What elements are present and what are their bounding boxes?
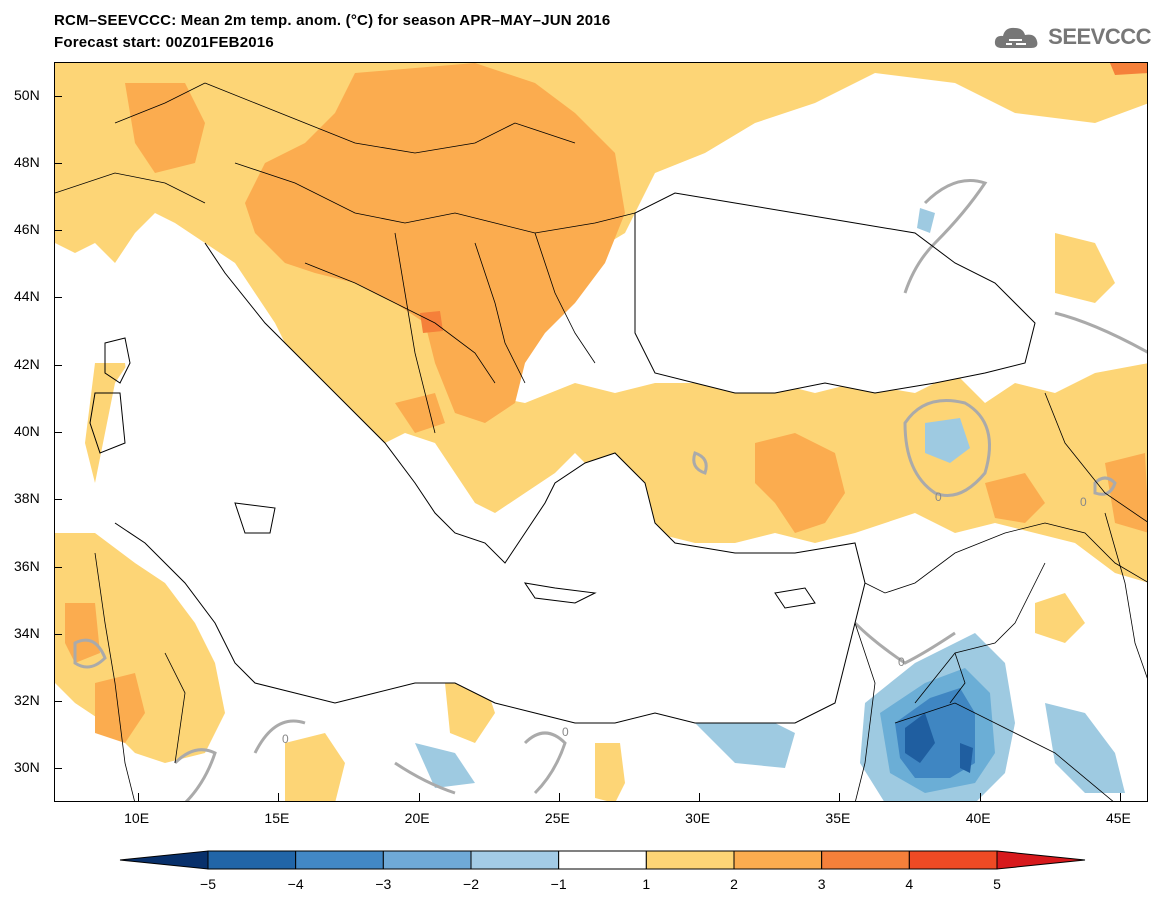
lat-tick-mark — [54, 768, 62, 770]
colorbar-segment — [382, 850, 472, 870]
lon-tick-mark — [839, 793, 841, 801]
lat-tick-mark — [54, 499, 62, 501]
colorbar-tick-label: 4 — [905, 876, 914, 892]
sea-areas — [95, 193, 1035, 723]
lon-tick-label: 15E — [264, 810, 290, 826]
colorbar-tick-label: −1 — [550, 876, 567, 892]
lat-tick-mark — [54, 230, 62, 232]
lon-tick-label: 40E — [965, 810, 991, 826]
lon-tick-mark — [699, 793, 701, 801]
colorbar-tick-label: −5 — [200, 876, 216, 892]
colorbar-tick-label: 5 — [993, 876, 1001, 892]
colorbar-tick-label: −4 — [287, 876, 304, 892]
colorbar-tick-label: 1 — [642, 876, 651, 892]
lon-tick-mark — [1119, 793, 1121, 801]
contour-value-label: 0 — [282, 732, 289, 746]
contour-value-label: 0 — [562, 725, 569, 739]
lat-tick-label: 44N — [14, 288, 40, 305]
cool-anomaly — [415, 208, 1125, 801]
colorbar-segment — [821, 850, 910, 870]
lon-tick-mark — [418, 793, 420, 801]
colorbar-arrow-high — [996, 850, 1086, 870]
lon-tick-label: 25E — [544, 810, 570, 826]
colorbar-tick-label: 3 — [817, 876, 826, 892]
lat-tick-label: 32N — [14, 692, 40, 709]
lon-tick-label: 45E — [1105, 810, 1131, 826]
lat-tick-mark — [54, 701, 62, 703]
lon-tick-mark — [558, 793, 560, 801]
lat-tick-mark — [54, 297, 62, 299]
colorbar-arrow-low — [119, 850, 209, 870]
lat-tick-mark — [54, 364, 62, 366]
colorbar-segment — [908, 850, 998, 870]
lat-tick-mark — [54, 432, 62, 433]
lat-tick-label: 30N — [14, 759, 40, 776]
lat-tick-label: 40N — [14, 423, 40, 439]
map-panel — [54, 62, 1148, 802]
lon-tick-label: 35E — [825, 810, 851, 826]
colorbar-segment — [733, 850, 823, 870]
contour-value-label: 0 — [935, 490, 942, 504]
lat-tick-label: 50N — [14, 86, 40, 103]
cloud-icon — [995, 27, 1038, 48]
colorbar-tick-label: 2 — [730, 876, 738, 892]
anomaly-map — [55, 63, 1147, 801]
lon-tick-mark — [979, 793, 981, 801]
colorbar-tick-label: −3 — [375, 876, 392, 892]
colorbar-segment — [207, 850, 297, 870]
lon-tick-label: 30E — [685, 810, 711, 826]
lat-tick-label: 38N — [14, 490, 40, 507]
logo: SEEVCCC — [992, 22, 1151, 52]
zero-contours — [73, 179, 1147, 801]
country-borders — [55, 82, 1147, 801]
lat-tick-mark — [54, 566, 62, 568]
colorbar-segment — [295, 850, 384, 870]
lon-tick-mark — [138, 793, 140, 801]
lat-tick-label: 42N — [14, 355, 40, 372]
colorbar-segment — [470, 850, 560, 870]
lat-tick-mark — [54, 95, 62, 97]
lat-tick-label: 34N — [14, 624, 40, 641]
lat-tick-mark — [54, 633, 62, 635]
lat-tick-label: 48N — [14, 153, 40, 170]
warm-anomaly-3-4 — [420, 63, 1147, 333]
lat-tick-label: 46N — [14, 221, 40, 238]
contour-value-label: 0 — [1080, 495, 1087, 509]
colorbar-segment — [558, 850, 647, 870]
lon-tick-label: 20E — [404, 810, 430, 826]
coastlines — [89, 192, 1036, 724]
logo-text: SEEVCCC — [1048, 24, 1151, 49]
lon-tick-mark — [278, 793, 280, 801]
colorbar-segment — [645, 850, 735, 870]
chart-subtitle: Forecast start: 00Z01FEB2016 — [54, 34, 274, 51]
warm-anomaly-2-3 — [65, 63, 1147, 743]
chart-title: RCM–SEEVCCC: Mean 2m temp. anom. (°C) fo… — [54, 12, 611, 29]
colorbar-tick-label: −2 — [463, 876, 479, 892]
contour-value-label: 0 — [898, 655, 905, 669]
lat-tick-label: 36N — [14, 557, 40, 574]
lat-tick-mark — [54, 162, 62, 164]
lon-tick-label: 10E — [124, 810, 150, 826]
